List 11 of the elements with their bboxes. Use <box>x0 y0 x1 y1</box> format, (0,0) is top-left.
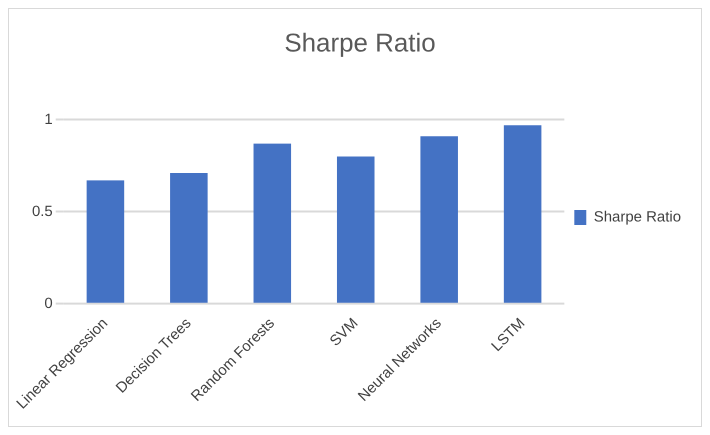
bar <box>504 125 542 303</box>
bar <box>420 136 458 303</box>
bar <box>170 173 208 303</box>
bar <box>254 144 292 303</box>
y-tick-label: 0.5 <box>32 202 53 220</box>
y-tick-label: 1 <box>44 110 53 128</box>
y-tick-label: 0 <box>44 294 53 312</box>
legend-label: Sharpe Ratio <box>594 208 682 226</box>
bar <box>336 156 375 303</box>
chart-title: Sharpe Ratio <box>284 30 436 58</box>
bar <box>86 180 124 303</box>
